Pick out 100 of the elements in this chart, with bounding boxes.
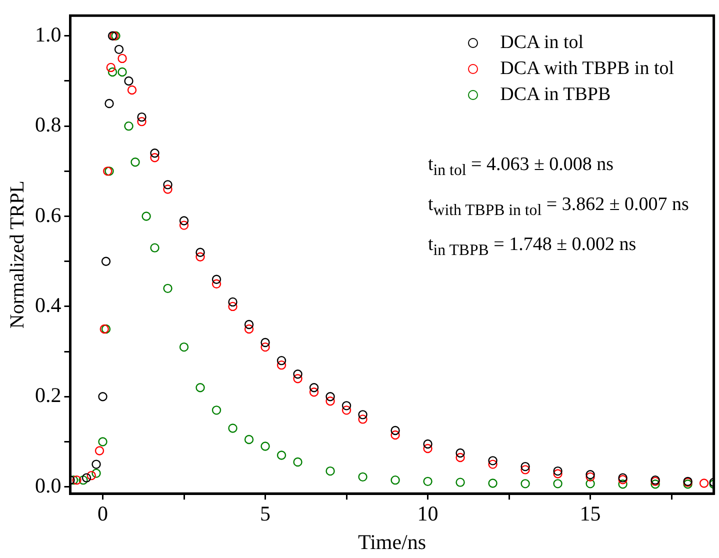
point [150, 148, 160, 158]
point [92, 460, 101, 469]
point [326, 392, 335, 402]
x-tick-label: 0 [98, 502, 108, 526]
point [650, 480, 660, 489]
point [101, 256, 111, 266]
point [293, 370, 302, 379]
point [358, 410, 368, 420]
y-tick-label: 0.0 [35, 473, 62, 498]
annotation: t$_{in tol}$ = 4.063 ± 0.008 ns [428, 153, 615, 181]
point [390, 430, 400, 440]
point [78, 475, 88, 485]
point [179, 220, 189, 230]
point [124, 121, 134, 131]
point [70, 475, 78, 485]
point [423, 439, 432, 449]
point [520, 462, 530, 472]
point [137, 112, 146, 122]
point [423, 444, 432, 454]
point [586, 470, 595, 480]
point [196, 252, 205, 262]
point [212, 406, 222, 415]
point [520, 465, 530, 474]
y-tick-label: 0.2 [35, 383, 62, 408]
point [293, 457, 302, 467]
point [244, 324, 254, 334]
annotation: t$_{in TBPB}$ = 1.748 ± 0.002 ns [428, 232, 638, 260]
x-tick-label: 5 [260, 502, 271, 526]
point [212, 274, 222, 284]
point [488, 478, 498, 488]
point [260, 342, 270, 352]
point [586, 472, 595, 482]
point [98, 392, 108, 402]
y-tick-label: 0.6 [35, 202, 62, 227]
point [130, 158, 140, 167]
point [618, 480, 628, 489]
point [228, 302, 238, 312]
point [150, 153, 160, 162]
x-axis-title: Time/ns [358, 530, 426, 554]
point [326, 396, 335, 406]
point [488, 456, 498, 466]
point [142, 212, 151, 221]
point [150, 243, 160, 252]
point [212, 279, 222, 289]
point [72, 475, 82, 485]
point [358, 414, 368, 424]
point [163, 180, 172, 190]
legend-label: DCA in tol [500, 31, 584, 55]
point [98, 437, 108, 446]
point [553, 479, 562, 488]
point [276, 356, 286, 366]
point [326, 466, 335, 476]
point [276, 360, 286, 370]
point [228, 424, 238, 433]
point [92, 468, 101, 478]
point [309, 388, 319, 397]
point [390, 426, 400, 436]
y-axis-title: Normalized TRPL [6, 180, 28, 329]
y-tick-label: 1.0 [35, 22, 62, 46]
point [124, 76, 134, 86]
point [179, 216, 189, 226]
point [488, 460, 498, 469]
point [260, 338, 270, 348]
point [699, 478, 709, 488]
point [553, 469, 562, 478]
x-tick-label: 10 [417, 502, 438, 526]
point [358, 472, 368, 482]
point [137, 116, 146, 126]
point [196, 383, 205, 392]
point [163, 284, 172, 294]
point [127, 85, 137, 95]
point [342, 406, 352, 415]
point [244, 434, 254, 444]
point [586, 479, 595, 488]
point [118, 67, 127, 77]
point [82, 473, 92, 482]
point [196, 248, 205, 257]
point [163, 184, 172, 194]
point [104, 98, 114, 108]
legend-label: DCA in TBPB [500, 83, 611, 107]
point [293, 374, 302, 384]
point [260, 442, 270, 451]
y-tick-label: 0.8 [35, 112, 62, 137]
point [106, 62, 116, 72]
legend-label: DCA with TBPB in tol [500, 57, 674, 81]
point [114, 44, 124, 54]
point [179, 342, 189, 352]
point [228, 297, 238, 307]
point [94, 446, 104, 456]
point [456, 448, 465, 458]
point [108, 67, 118, 77]
point [342, 401, 352, 410]
point [118, 54, 127, 64]
point [244, 320, 254, 330]
point [86, 470, 96, 480]
point [456, 478, 465, 487]
point [423, 476, 432, 486]
point [520, 479, 530, 488]
point [276, 450, 286, 460]
point [553, 466, 562, 476]
